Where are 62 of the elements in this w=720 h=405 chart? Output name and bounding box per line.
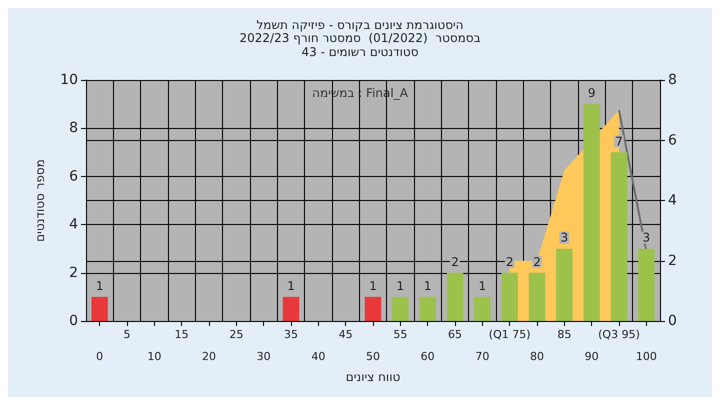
y-tick-label: 8 <box>69 120 78 136</box>
bar <box>282 296 300 321</box>
x-tick-label: 90 <box>584 350 599 363</box>
y2-tick-label: 4 <box>668 192 677 208</box>
data-label: 2 <box>533 254 541 269</box>
data-label: 1 <box>369 278 377 293</box>
x-axis-title: טווח ציונים <box>346 370 400 384</box>
chart-title: היסטוגרמת ציונים בקורס - פיזיקה תשמל <box>256 18 464 32</box>
data-label: 2 <box>451 254 459 269</box>
bar <box>474 296 491 321</box>
data-label: 1 <box>287 278 295 293</box>
bar <box>610 152 628 321</box>
data-label: 3 <box>642 230 650 245</box>
bar <box>392 296 409 321</box>
x-tick-label: 60 <box>420 350 435 363</box>
y-tick-label: 4 <box>69 216 78 233</box>
data-label: 1 <box>396 278 404 293</box>
x-tick-label: (Q3 95) <box>598 328 640 341</box>
y2-tick-label: 2 <box>668 252 677 269</box>
y2-tick-label: 8 <box>668 72 677 88</box>
x-tick-label: 65 <box>448 328 462 341</box>
bar <box>446 272 464 321</box>
x-tick-label: 25 <box>229 328 244 341</box>
data-label: 3 <box>560 230 568 245</box>
x-tick-label: 35 <box>284 328 298 341</box>
x-tick-label: 5 <box>124 328 130 341</box>
y2-tick-label: 6 <box>668 132 677 148</box>
x-tick-label: 85 <box>557 328 572 341</box>
data-label: 9 <box>588 86 596 100</box>
chart-subtitle: בסמסטר (01/2022) סמסטר חורף 2022/23 סטודנטים רשומים - 43 <box>239 31 481 59</box>
x-tick-label: 70 <box>475 350 490 363</box>
y2-tick-label: 0 <box>668 313 677 329</box>
y-tick-label: 10 <box>60 72 78 88</box>
x-tick-label: (Q1 75) <box>488 328 531 341</box>
data-label: 7 <box>615 134 623 148</box>
y-tick-label: 0 <box>69 313 78 329</box>
bar <box>419 296 436 321</box>
bar <box>364 296 382 321</box>
bar <box>638 248 655 321</box>
x-tick-label: 30 <box>256 350 271 363</box>
y-axis-title: מספר סטודנטים <box>33 159 47 242</box>
data-label: 2 <box>506 254 514 269</box>
bar <box>501 272 518 321</box>
bar <box>556 248 573 321</box>
x-tick-label: 40 <box>311 350 326 363</box>
data-label: 1 <box>478 278 486 293</box>
y-tick-label: 2 <box>69 264 78 281</box>
x-tick-label: 10 <box>147 350 162 363</box>
x-tick-label: 50 <box>366 350 380 363</box>
y-tick-label: 6 <box>69 168 78 184</box>
bar <box>583 104 600 321</box>
x-tick-label: 80 <box>530 350 544 363</box>
x-tick-label: 55 <box>393 328 408 341</box>
x-tick-label: 0 <box>96 350 104 363</box>
bar <box>91 296 108 321</box>
x-tick-label: 45 <box>338 328 353 341</box>
x-tick-label: 15 <box>174 328 189 341</box>
x-tick-label: 100 <box>636 350 657 363</box>
bar <box>528 272 546 321</box>
data-label: 1 <box>424 278 432 293</box>
x-tick-label: 20 <box>202 350 216 363</box>
data-label: 1 <box>96 278 104 293</box>
